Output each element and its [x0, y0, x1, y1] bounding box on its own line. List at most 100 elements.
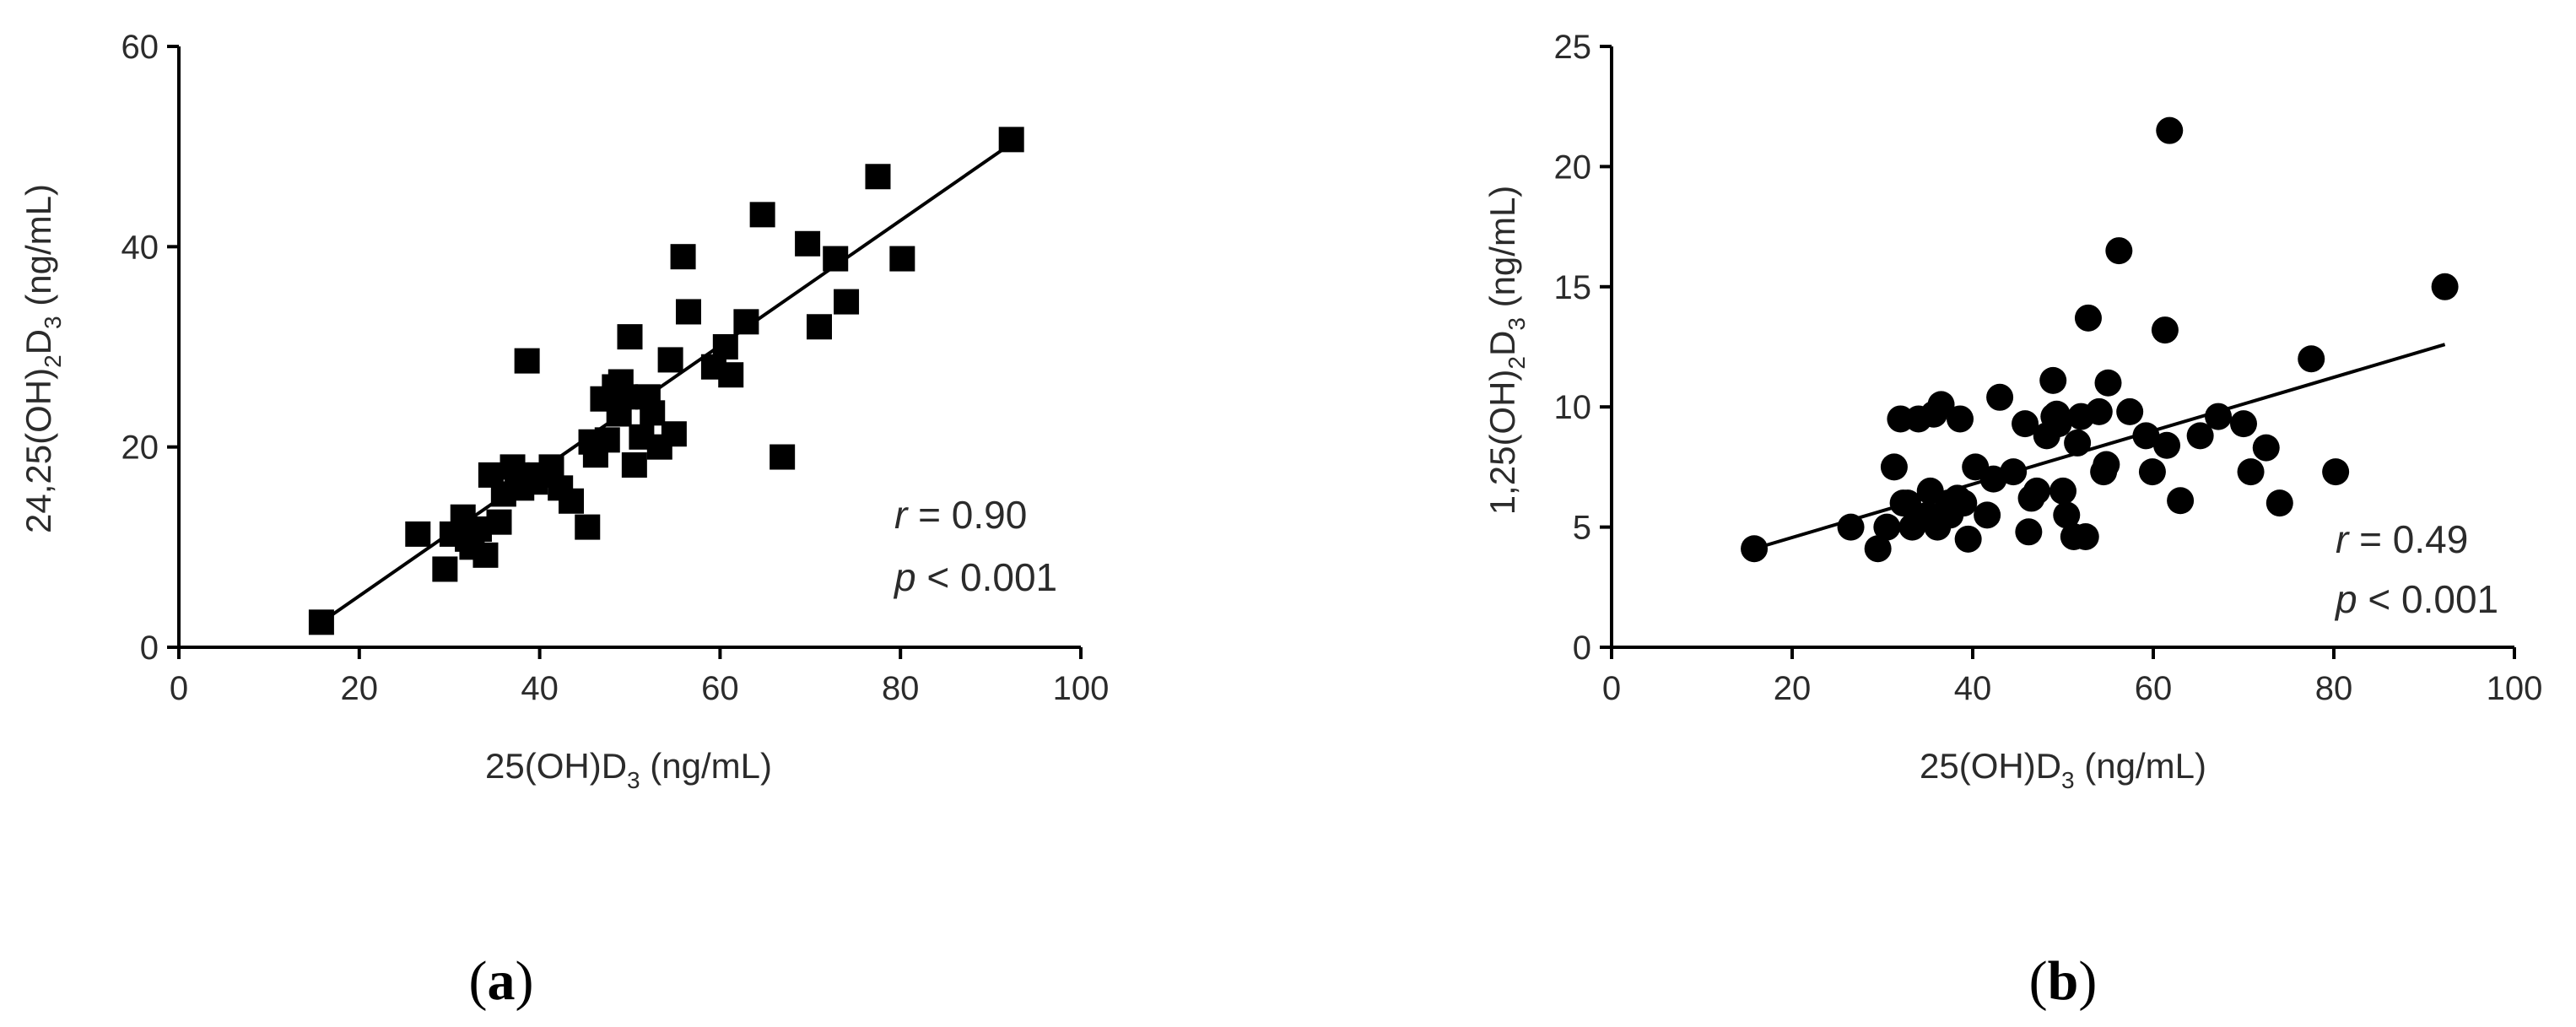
x-tick-label: 40 [1954, 670, 1992, 707]
fit-line-group-b [1753, 343, 2446, 551]
panel-label-a: (a) [469, 950, 534, 1012]
data-point [2105, 237, 2133, 265]
points-b [1741, 116, 2459, 563]
y-tick-label: 0 [140, 630, 159, 667]
data-point [2230, 410, 2257, 438]
data-point [718, 362, 744, 388]
data-point [770, 444, 796, 470]
data-point [1873, 513, 1901, 541]
data-point [889, 246, 915, 272]
data-point [2074, 304, 2102, 332]
data-point [613, 384, 639, 410]
data-point [1986, 383, 2014, 411]
y-tick-label: 15 [1554, 269, 1592, 306]
data-point [1974, 501, 2001, 529]
y-axis-title-b: 1,25(OH)2D3 (ng/mL) [1482, 186, 1530, 516]
data-point [823, 246, 849, 272]
data-point [640, 400, 666, 426]
data-point [2049, 477, 2076, 505]
data-point [2186, 422, 2214, 450]
r-stat-a: r = 0.90 [894, 493, 1027, 537]
data-point [2044, 410, 2072, 438]
data-point [806, 314, 832, 340]
data-point [1954, 525, 1982, 553]
r-stat-b: r = 0.49 [2336, 517, 2468, 561]
axes-a: 0 20 40 60 80 100 0 20 40 60 [122, 29, 1110, 707]
data-point [308, 609, 334, 635]
data-point [2039, 366, 2067, 394]
data-point [2153, 431, 2181, 459]
x-tick-label: 60 [701, 670, 739, 707]
data-point [2132, 422, 2160, 450]
data-point [594, 427, 620, 453]
data-point [2298, 345, 2325, 373]
regression-line [320, 142, 1013, 624]
data-point [1950, 489, 1978, 517]
y-tick-label: 5 [1573, 510, 1591, 547]
y-tick-label: 40 [122, 229, 159, 266]
data-point [559, 488, 585, 514]
data-point [2265, 489, 2293, 517]
x-tick-label: 100 [2487, 670, 2543, 707]
y-tick-label: 20 [1554, 149, 1592, 186]
data-point [733, 309, 759, 335]
data-point [486, 509, 512, 535]
regression-line [1753, 343, 2446, 551]
data-point [575, 514, 601, 540]
data-point [2116, 397, 2144, 425]
data-point [1741, 535, 1769, 563]
data-point [2322, 458, 2350, 486]
data-point [1927, 391, 1955, 419]
data-point [1893, 489, 1921, 517]
data-point [432, 556, 458, 582]
data-point [405, 521, 431, 547]
p-stat-b: p < 0.001 [2334, 577, 2498, 621]
x-tick-label: 80 [2315, 670, 2353, 707]
data-point [675, 299, 701, 325]
panel-label-b: (b) [2029, 950, 2098, 1012]
data-point [2205, 403, 2233, 430]
data-point [2022, 477, 2050, 505]
data-point [2053, 501, 2081, 529]
data-point [998, 127, 1024, 153]
x-tick-label: 40 [521, 670, 559, 707]
data-point [2167, 487, 2195, 515]
y-tick-label: 25 [1554, 29, 1592, 66]
data-point [2012, 410, 2039, 438]
data-point [473, 542, 499, 568]
data-point [2252, 434, 2280, 462]
scatter-panel-a: 0 20 40 60 80 100 0 20 40 60 r = 0.90 p < 0.001 2… [19, 29, 1109, 1012]
scatter-panel-b: 0 20 40 60 80 100 0 5 10 15 20 25 r = 0.49 p < 0.00… [1482, 29, 2542, 1012]
x-tick-label: 20 [1774, 670, 1812, 707]
x-tick-label: 100 [1053, 670, 1110, 707]
x-axis-title-a: 25(OH)D3 (ng/mL) [485, 746, 772, 793]
p-stat-a: p < 0.001 [893, 555, 1057, 599]
x-tick-label: 80 [882, 670, 920, 707]
data-point [617, 324, 643, 350]
data-point [795, 230, 821, 257]
data-point [2085, 397, 2113, 425]
fit-line-group-a [320, 142, 1013, 624]
data-point [1837, 513, 1865, 541]
data-point [621, 452, 647, 478]
x-axis-title-b: 25(OH)D3 (ng/mL) [1920, 746, 2206, 793]
data-point [2431, 273, 2459, 300]
x-tick-label: 60 [2135, 670, 2173, 707]
data-point [1864, 535, 1892, 563]
data-point [1880, 453, 1908, 481]
data-point [2094, 369, 2122, 397]
data-point [670, 244, 696, 270]
y-tick-label: 20 [122, 430, 159, 467]
data-point [2071, 522, 2099, 550]
data-point [2151, 316, 2179, 344]
axes-b: 0 20 40 60 80 100 0 5 10 15 20 25 [1554, 29, 2543, 707]
data-point [865, 164, 891, 190]
data-point [2000, 458, 2028, 486]
data-point [514, 348, 540, 374]
data-point [2156, 116, 2184, 144]
data-point [1947, 405, 1974, 433]
data-point [2138, 458, 2166, 486]
y-tick-label: 60 [122, 29, 159, 66]
x-tick-label: 20 [341, 670, 379, 707]
